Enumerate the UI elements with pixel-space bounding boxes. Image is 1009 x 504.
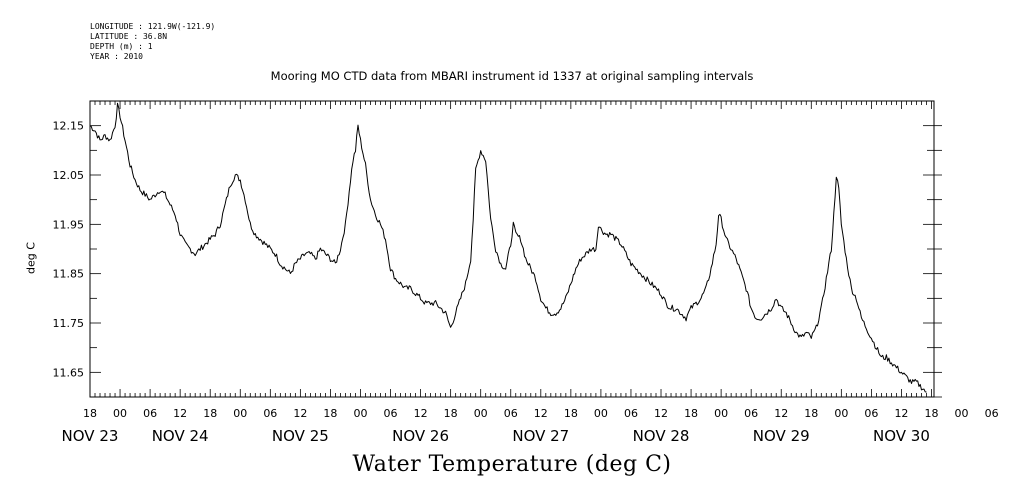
latitude-label: LATITUDE : 36.8N bbox=[90, 32, 168, 41]
x-tick-label: 18 bbox=[83, 407, 97, 420]
x-date-label: NOV 30 bbox=[873, 427, 930, 445]
x-date-label: NOV 24 bbox=[152, 427, 209, 445]
x-date-label: NOV 27 bbox=[512, 427, 569, 445]
year-label: YEAR : 2010 bbox=[90, 52, 143, 61]
plot-frame bbox=[89, 100, 935, 398]
y-tick-label: 11.65 bbox=[53, 366, 85, 379]
x-tick-label: 12 bbox=[293, 407, 307, 420]
x-tick-label: 00 bbox=[955, 407, 969, 420]
x-tick-label: 00 bbox=[834, 407, 848, 420]
x-tick-label: 00 bbox=[233, 407, 247, 420]
x-tick-label: 00 bbox=[714, 407, 728, 420]
x-tick-label: 06 bbox=[744, 407, 758, 420]
y-tick-label: 11.85 bbox=[53, 268, 85, 281]
x-tick-label: 18 bbox=[444, 407, 458, 420]
x-tick-label: 12 bbox=[534, 407, 548, 420]
x-date-label: NOV 25 bbox=[272, 427, 329, 445]
x-tick-label: 06 bbox=[143, 407, 157, 420]
depth-label: DEPTH (m) : 1 bbox=[90, 42, 153, 51]
x-date-label: NOV 26 bbox=[392, 427, 449, 445]
y-tick-label: 12.05 bbox=[53, 169, 85, 182]
x-tick-label: 18 bbox=[804, 407, 818, 420]
x-tick-label: 06 bbox=[504, 407, 518, 420]
x-tick-label: 12 bbox=[894, 407, 908, 420]
x-tick-label: 12 bbox=[173, 407, 187, 420]
x-tick-label: 18 bbox=[203, 407, 217, 420]
x-tick-label: 06 bbox=[985, 407, 999, 420]
x-tick-label: 06 bbox=[263, 407, 277, 420]
x-tick-label: 12 bbox=[654, 407, 668, 420]
x-tick-label: 06 bbox=[864, 407, 878, 420]
y-tick-label: 11.75 bbox=[53, 317, 85, 330]
x-date-label: NOV 29 bbox=[753, 427, 810, 445]
y-tick-label: 11.95 bbox=[53, 218, 85, 231]
x-tick-label: 12 bbox=[774, 407, 788, 420]
x-tick-label: 06 bbox=[624, 407, 638, 420]
x-date-label: NOV 28 bbox=[633, 427, 690, 445]
x-tick-label: 00 bbox=[594, 407, 608, 420]
x-date-label: NOV 23 bbox=[62, 427, 119, 445]
x-tick-label: 18 bbox=[564, 407, 578, 420]
x-tick-label: 00 bbox=[353, 407, 367, 420]
station-metadata: LONGITUDE : 121.9W(-121.9) LATITUDE : 36… bbox=[90, 22, 215, 62]
y-tick-label: 12.15 bbox=[53, 120, 85, 133]
x-tick-label: 06 bbox=[384, 407, 398, 420]
longitude-label: LONGITUDE : 121.9W(-121.9) bbox=[90, 22, 216, 31]
x-tick-label: 18 bbox=[323, 407, 337, 420]
temperature-series-line bbox=[89, 102, 927, 393]
x-tick-label: 00 bbox=[474, 407, 488, 420]
x-tick-label: 12 bbox=[414, 407, 428, 420]
x-tick-label: 18 bbox=[924, 407, 938, 420]
chart-title: Mooring MO CTD data from MBARI instrumen… bbox=[270, 69, 754, 83]
x-tick-label: 18 bbox=[684, 407, 698, 420]
x-axis-label: Water Temperature (deg C) bbox=[352, 452, 672, 477]
x-tick-label: 00 bbox=[113, 407, 127, 420]
